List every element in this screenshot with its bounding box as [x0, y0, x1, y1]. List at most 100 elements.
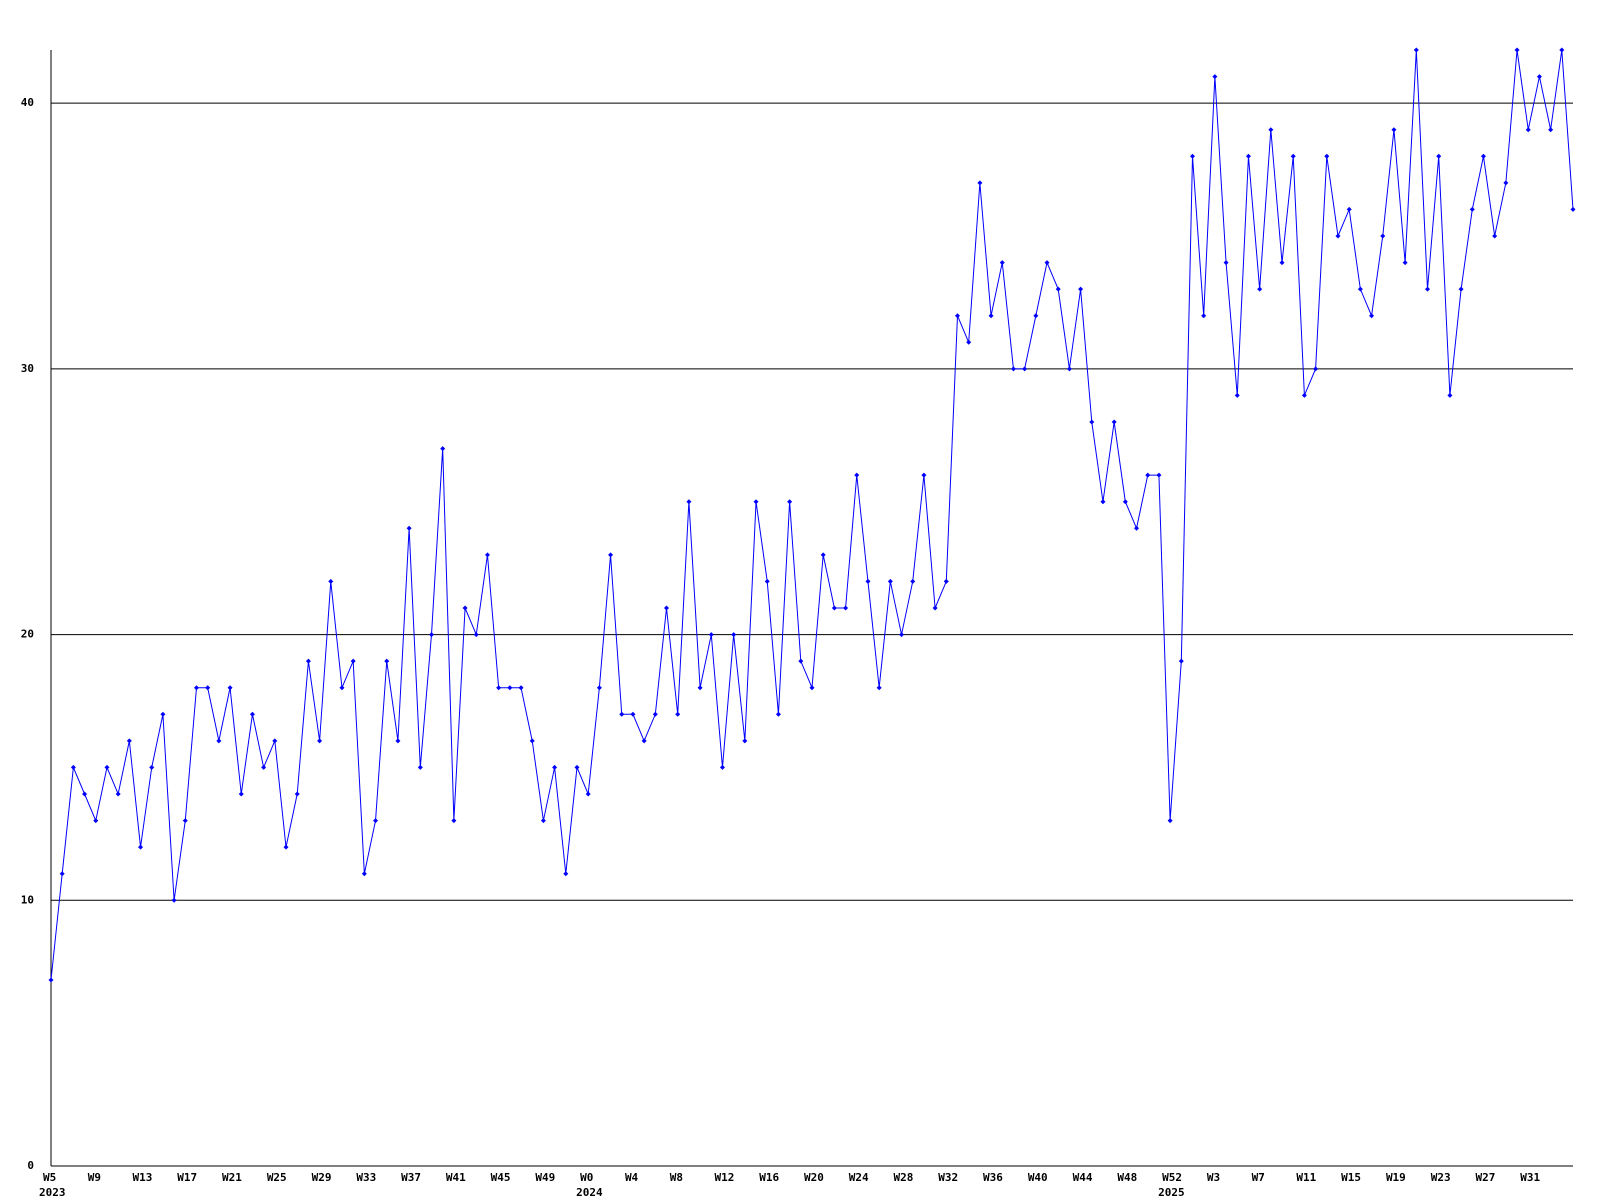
- x-tick-label: W9: [88, 1171, 101, 1184]
- data-point: [1514, 47, 1520, 53]
- data-point: [93, 818, 99, 824]
- data-point: [1257, 286, 1263, 292]
- x-tick-label: W7: [1252, 1171, 1265, 1184]
- data-point: [1178, 658, 1184, 664]
- data-point: [540, 818, 546, 824]
- x-tick-label: W29: [312, 1171, 332, 1184]
- data-point: [462, 605, 468, 611]
- data-point: [473, 632, 479, 638]
- data-point: [1268, 127, 1274, 133]
- data-point: [238, 791, 244, 797]
- data-point: [1357, 286, 1363, 292]
- data-point: [1290, 153, 1296, 159]
- data-point: [1369, 313, 1375, 319]
- data-point: [1122, 499, 1128, 505]
- x-year-label: 2023: [39, 1186, 66, 1199]
- data-point: [719, 764, 725, 770]
- data-point: [1346, 206, 1352, 212]
- x-tick-label: W27: [1475, 1171, 1495, 1184]
- data-point: [954, 313, 960, 319]
- data-point: [171, 897, 177, 903]
- data-point: [943, 578, 949, 584]
- x-tick-label: W32: [938, 1171, 958, 1184]
- data-point: [910, 578, 916, 584]
- data-point: [1335, 233, 1341, 239]
- data-point: [317, 738, 323, 744]
- data-point: [596, 685, 602, 691]
- data-point: [406, 525, 412, 531]
- data-point: [1570, 206, 1576, 212]
- data-point: [429, 632, 434, 638]
- data-point: [552, 764, 558, 770]
- data-point: [1469, 206, 1475, 212]
- data-point: [708, 632, 714, 638]
- data-point: [305, 658, 311, 664]
- x-tick-label: W41: [446, 1171, 466, 1184]
- data-point: [1190, 153, 1195, 159]
- data-point: [619, 711, 625, 717]
- data-point: [1425, 286, 1431, 292]
- data-point: [70, 764, 76, 770]
- data-line: [50, 49, 1574, 981]
- x-tick-label: W28: [894, 1171, 914, 1184]
- x-tick-label: W0: [580, 1171, 593, 1184]
- x-tick-label: W45: [491, 1171, 511, 1184]
- data-point: [764, 578, 770, 584]
- data-point: [395, 738, 401, 744]
- data-point: [1402, 260, 1408, 266]
- x-tick-label: W13: [133, 1171, 153, 1184]
- data-point: [831, 605, 837, 611]
- data-point: [887, 578, 893, 584]
- data-point: [1536, 74, 1542, 80]
- data-point: [1145, 472, 1151, 478]
- data-point: [1055, 286, 1061, 292]
- data-point: [1279, 260, 1285, 266]
- data-point: [1559, 47, 1565, 53]
- data-point: [854, 472, 860, 478]
- data-point: [1525, 127, 1531, 133]
- data-point: [1413, 47, 1419, 53]
- data-point: [1301, 392, 1307, 398]
- data-point: [373, 818, 379, 824]
- x-tick-label: W23: [1431, 1171, 1451, 1184]
- data-point: [451, 818, 457, 824]
- data-point: [876, 685, 882, 691]
- data-point: [1078, 286, 1084, 292]
- data-point: [138, 844, 144, 850]
- data-point: [1503, 180, 1509, 186]
- data-point: [205, 685, 211, 691]
- data-point: [496, 685, 502, 691]
- x-tick-label: W40: [1028, 1171, 1048, 1184]
- data-point: [1111, 419, 1117, 425]
- data-point: [126, 738, 132, 744]
- x-tick-label: W4: [625, 1171, 639, 1184]
- data-point: [977, 180, 983, 186]
- data-point: [921, 472, 927, 478]
- x-year-label: 2025: [1158, 1186, 1185, 1199]
- data-point: [1492, 233, 1498, 239]
- data-point: [1134, 525, 1140, 531]
- data-point: [585, 791, 591, 797]
- data-point: [697, 685, 703, 691]
- data-point: [350, 658, 356, 664]
- x-tick-label: W17: [177, 1171, 197, 1184]
- data-point: [1223, 260, 1229, 266]
- data-point: [1033, 313, 1039, 319]
- data-point: [227, 685, 233, 691]
- data-point: [518, 685, 524, 691]
- data-point: [1156, 472, 1162, 478]
- y-tick-label: 10: [21, 893, 34, 906]
- data-point: [361, 871, 367, 877]
- data-point: [1458, 286, 1464, 292]
- data-point: [686, 499, 692, 505]
- data-point: [1480, 153, 1486, 159]
- data-point: [1044, 260, 1050, 266]
- x-tick-label: W8: [670, 1171, 683, 1184]
- data-point: [193, 685, 199, 691]
- x-tick-label: W21: [222, 1171, 242, 1184]
- data-point: [529, 738, 535, 744]
- data-point: [82, 791, 88, 797]
- data-point: [1167, 818, 1173, 824]
- x-tick-label: W12: [714, 1171, 734, 1184]
